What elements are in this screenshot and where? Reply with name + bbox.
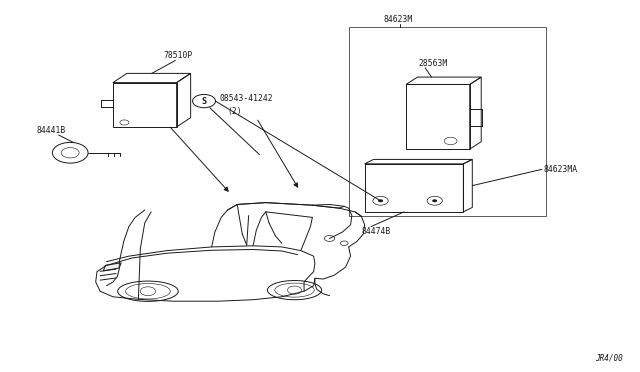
Text: 84441B: 84441B	[36, 126, 66, 135]
Text: 84623MA: 84623MA	[543, 165, 577, 174]
Text: 78510P: 78510P	[164, 51, 193, 61]
Text: S: S	[202, 97, 207, 106]
Text: 84623M: 84623M	[384, 15, 413, 23]
Circle shape	[432, 199, 437, 202]
Text: 84474B: 84474B	[362, 227, 390, 235]
Text: JR4/00: JR4/00	[595, 353, 623, 362]
Circle shape	[378, 199, 383, 202]
Polygon shape	[103, 263, 121, 271]
Bar	[349, 27, 546, 215]
Text: 08543-41242: 08543-41242	[220, 94, 273, 103]
Text: 28563M: 28563M	[419, 59, 448, 68]
Text: (2): (2)	[227, 107, 241, 116]
